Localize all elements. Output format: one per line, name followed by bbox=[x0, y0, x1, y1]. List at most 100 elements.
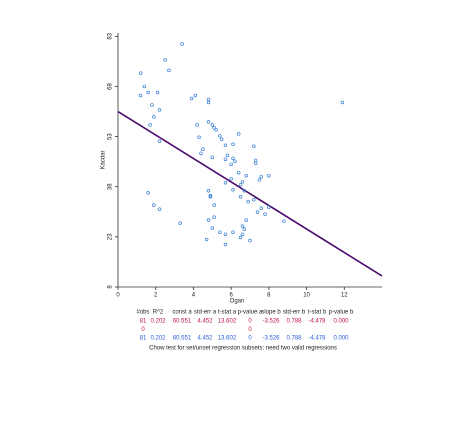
scatter-point bbox=[229, 176, 233, 181]
scatter-point bbox=[148, 123, 152, 127]
scatter-point bbox=[210, 123, 215, 127]
scatter-point bbox=[282, 219, 286, 223]
table-header: std-err a bbox=[194, 310, 217, 316]
scatter-point bbox=[252, 198, 256, 202]
table-cell: 0.000 bbox=[333, 319, 349, 325]
x-tick-label: 2 bbox=[154, 293, 158, 299]
scatter-point bbox=[231, 187, 235, 192]
scatter-point bbox=[212, 203, 216, 207]
scatter-point bbox=[229, 162, 233, 167]
x-tick-label: 10 bbox=[303, 293, 310, 299]
scatter-point bbox=[231, 156, 235, 161]
scatter-point bbox=[244, 218, 248, 222]
scatter-point bbox=[146, 191, 150, 195]
scatter-point bbox=[206, 100, 211, 105]
y-tick-label: 83 bbox=[108, 32, 114, 39]
x-tick-label: 8 bbox=[267, 293, 271, 299]
table-cell: 4.452 bbox=[197, 336, 213, 342]
scatter-point bbox=[214, 128, 218, 132]
scatter-point bbox=[201, 147, 205, 152]
table-cell: -4.478 bbox=[308, 336, 326, 342]
scatter-point bbox=[240, 232, 245, 236]
scatter-point bbox=[259, 174, 264, 179]
table-cell: 0 bbox=[248, 319, 252, 325]
scatter-point bbox=[206, 120, 211, 124]
scatter-point bbox=[142, 84, 147, 89]
scatter-point bbox=[195, 123, 199, 127]
table-cell: 0.202 bbox=[150, 336, 166, 342]
scatter-point bbox=[193, 93, 198, 98]
scatter-point bbox=[210, 155, 215, 160]
table-header: p-value a bbox=[238, 310, 263, 316]
y-tick-label: 68 bbox=[108, 82, 114, 89]
scatter-point bbox=[257, 177, 262, 182]
scatter-point bbox=[252, 144, 256, 149]
scatter-point bbox=[219, 137, 224, 142]
scatter-point bbox=[206, 97, 211, 102]
scatter-point bbox=[223, 143, 228, 148]
scatter-point bbox=[212, 126, 216, 130]
scatter-point bbox=[225, 153, 230, 158]
table-note: Chow test for set/unset regression subse… bbox=[149, 346, 337, 352]
scatter-point bbox=[263, 212, 267, 216]
scatter-point bbox=[267, 173, 271, 178]
scatter-point bbox=[152, 115, 156, 119]
table-header: #obs bbox=[136, 310, 149, 316]
x-tick-label: 6 bbox=[229, 293, 233, 299]
scatter-point bbox=[167, 68, 171, 73]
scatter-point bbox=[223, 157, 228, 162]
scatter-point bbox=[231, 142, 235, 147]
table-header: t-stat a bbox=[218, 310, 237, 316]
scatter-point bbox=[340, 100, 345, 105]
scatter-point bbox=[157, 108, 162, 112]
y-tick-label: 53 bbox=[108, 133, 114, 140]
table-cell: 60.551 bbox=[173, 336, 192, 342]
table-cell: 81 bbox=[140, 319, 147, 325]
scatter-point bbox=[223, 180, 228, 185]
scatter-point bbox=[223, 242, 228, 247]
scatter-point bbox=[242, 188, 247, 193]
scatter-point bbox=[150, 103, 154, 107]
scatter-point bbox=[163, 57, 167, 62]
table-cell: 0 bbox=[248, 336, 252, 342]
scatter-point bbox=[238, 235, 243, 240]
table-cell: 13.602 bbox=[218, 319, 237, 325]
table-cell: 0.788 bbox=[286, 336, 302, 342]
scatter-point bbox=[246, 200, 250, 204]
table-cell: -3.526 bbox=[262, 336, 280, 342]
table-header: t-stat b bbox=[308, 310, 327, 316]
scatter-point bbox=[210, 226, 215, 230]
scatter-point bbox=[218, 134, 222, 138]
table-cell: -4.478 bbox=[308, 319, 326, 325]
scatter-point bbox=[253, 158, 258, 163]
scatter-point bbox=[242, 227, 247, 231]
y-axis-label: Kácdar bbox=[101, 150, 107, 169]
scatter-point bbox=[199, 151, 203, 156]
table-header: const a bbox=[172, 310, 192, 316]
scatter-point bbox=[146, 90, 150, 95]
scatter-point bbox=[244, 173, 248, 178]
table-cell: -3.526 bbox=[262, 319, 280, 325]
table-header: R^2 bbox=[153, 310, 164, 316]
x-axis-label: Ogan bbox=[230, 299, 245, 305]
table-cell: 0 bbox=[141, 327, 145, 333]
scatter-point bbox=[231, 230, 235, 234]
scatter-point bbox=[218, 230, 222, 234]
x-tick-label: 4 bbox=[192, 293, 196, 299]
regression-line bbox=[117, 110, 383, 277]
table-header: p-value b bbox=[329, 310, 354, 316]
scatter-point bbox=[138, 93, 143, 98]
scatter-point bbox=[259, 206, 264, 210]
scatter-point bbox=[155, 90, 160, 95]
scatter-point bbox=[236, 170, 241, 175]
scatter-point bbox=[255, 210, 260, 214]
scatter-point bbox=[204, 237, 209, 242]
scatter-point bbox=[212, 215, 216, 219]
scatter-point bbox=[233, 159, 237, 164]
table-cell: 4.452 bbox=[197, 319, 213, 325]
table-cell: 0.202 bbox=[150, 319, 166, 325]
x-tick-label: 0 bbox=[116, 293, 120, 299]
scatter-point bbox=[208, 195, 213, 199]
y-tick-label: 38 bbox=[108, 183, 114, 190]
